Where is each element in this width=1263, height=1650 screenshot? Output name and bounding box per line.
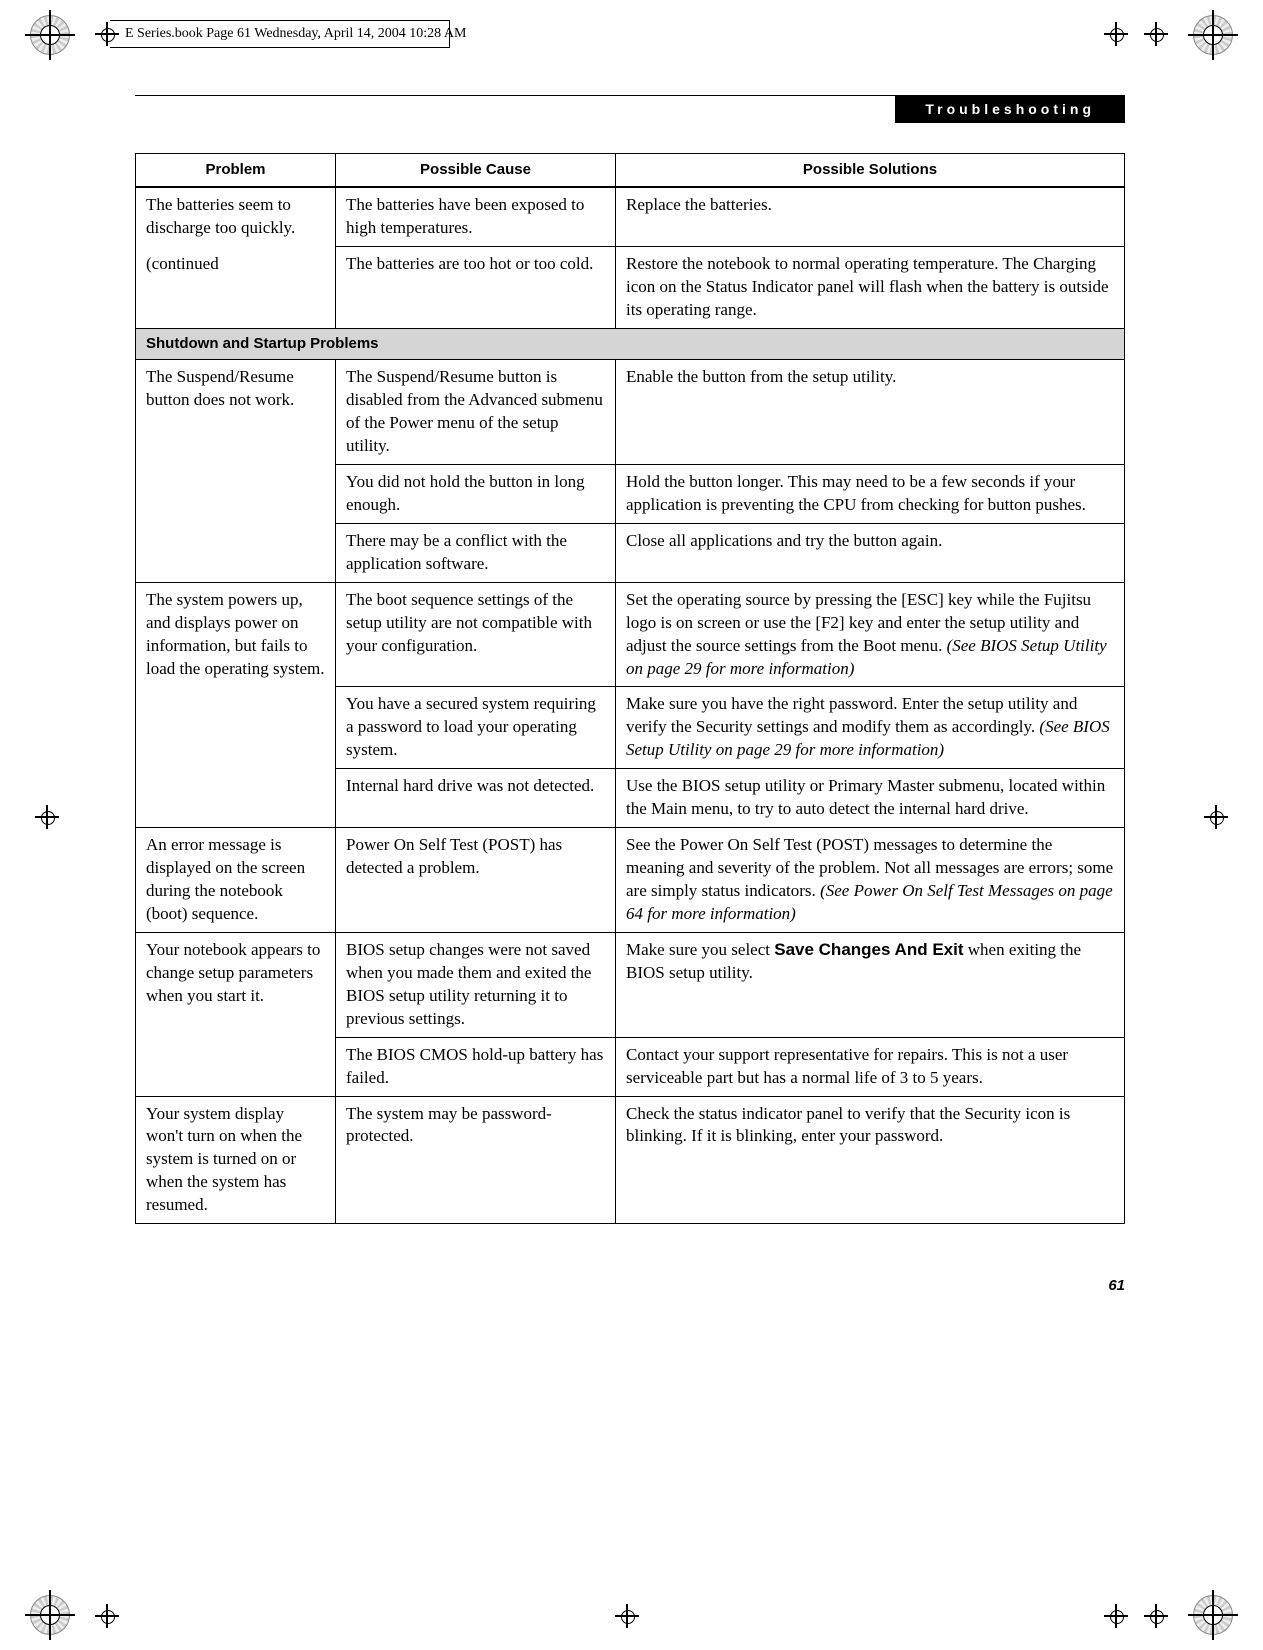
cell-problem: The batteries seem to discharge too quic… xyxy=(136,187,336,246)
cell-solution: Contact your support representative for … xyxy=(616,1037,1125,1096)
cell-cause: You did not hold the button in long enou… xyxy=(336,464,616,523)
cell-cause: The batteries are too hot or too cold. xyxy=(336,247,616,329)
cell-cause: The Suspend/Resume button is disabled fr… xyxy=(336,360,616,465)
cell-problem: The system powers up, and displays power… xyxy=(136,582,336,827)
table-header-row: Problem Possible Cause Possible Solution… xyxy=(136,154,1125,188)
crop-target xyxy=(1144,1604,1168,1628)
col-header-solutions: Possible Solutions xyxy=(616,154,1125,188)
cell-solution: Enable the button from the setup utility… xyxy=(616,360,1125,465)
crop-target xyxy=(35,805,59,829)
table-row: The Suspend/Resume button does not work.… xyxy=(136,360,1125,465)
section-heading: Shutdown and Startup Problems xyxy=(136,328,1125,359)
solution-bold: Save Changes And Exit xyxy=(774,940,963,959)
solution-text: Make sure you have the right password. E… xyxy=(626,694,1077,736)
crop-target xyxy=(1104,22,1128,46)
registration-mark-tl xyxy=(30,15,70,55)
table-row: An error message is displayed on the scr… xyxy=(136,828,1125,933)
crop-target xyxy=(95,1604,119,1628)
table-section-row: Shutdown and Startup Problems xyxy=(136,328,1125,359)
page-number: 61 xyxy=(1108,1277,1125,1294)
cell-cause: Power On Self Test (POST) has detected a… xyxy=(336,828,616,933)
cell-cause: The batteries have been exposed to high … xyxy=(336,187,616,246)
section-tab: Troubleshooting xyxy=(895,95,1125,123)
col-header-problem: Problem xyxy=(136,154,336,188)
cell-problem: An error message is displayed on the scr… xyxy=(136,828,336,933)
page-content: Troubleshooting Problem Possible Cause P… xyxy=(135,95,1125,1224)
cell-solution: Check the status indicator panel to veri… xyxy=(616,1096,1125,1224)
cell-solution: Close all applications and try the butto… xyxy=(616,523,1125,582)
cell-cause: The BIOS CMOS hold-up battery has failed… xyxy=(336,1037,616,1096)
cell-problem: The Suspend/Resume button does not work. xyxy=(136,360,336,583)
cell-cause: You have a secured system requiring a pa… xyxy=(336,687,616,769)
cell-problem: Your notebook appears to change setup pa… xyxy=(136,932,336,1096)
troubleshooting-table: Problem Possible Cause Possible Solution… xyxy=(135,153,1125,1224)
page-header-text: E Series.book Page 61 Wednesday, April 1… xyxy=(125,26,466,42)
crop-target xyxy=(615,1604,639,1628)
cell-solution: Restore the notebook to normal operating… xyxy=(616,247,1125,329)
cell-cause: Internal hard drive was not detected. xyxy=(336,769,616,828)
registration-mark-br xyxy=(1193,1595,1233,1635)
cell-cause: The system may be password-protected. xyxy=(336,1096,616,1224)
crop-target xyxy=(1144,22,1168,46)
solution-text: Make sure you select xyxy=(626,940,774,959)
cell-solution: Use the BIOS setup utility or Primary Ma… xyxy=(616,769,1125,828)
table-row: The system powers up, and displays power… xyxy=(136,582,1125,687)
table-row: Your system display won't turn on when t… xyxy=(136,1096,1125,1224)
cell-solution: Replace the batteries. xyxy=(616,187,1125,246)
registration-mark-tr xyxy=(1193,15,1233,55)
cell-solution: Make sure you have the right password. E… xyxy=(616,687,1125,769)
crop-target xyxy=(1204,805,1228,829)
table-row: (continued The batteries are too hot or … xyxy=(136,247,1125,329)
crop-target xyxy=(1104,1604,1128,1628)
table-row: The batteries seem to discharge too quic… xyxy=(136,187,1125,246)
cell-solution: Hold the button longer. This may need to… xyxy=(616,464,1125,523)
cell-solution: Make sure you select Save Changes And Ex… xyxy=(616,932,1125,1037)
cell-cause: There may be a conflict with the applica… xyxy=(336,523,616,582)
cell-cause: BIOS setup changes were not saved when y… xyxy=(336,932,616,1037)
cell-problem-cont: (continued xyxy=(136,247,336,329)
cell-solution: Set the operating source by pressing the… xyxy=(616,582,1125,687)
cell-cause: The boot sequence settings of the setup … xyxy=(336,582,616,687)
problem-text: The batteries seem to discharge too quic… xyxy=(146,195,295,237)
cell-solution: See the Power On Self Test (POST) messag… xyxy=(616,828,1125,933)
col-header-cause: Possible Cause xyxy=(336,154,616,188)
table-row: Your notebook appears to change setup pa… xyxy=(136,932,1125,1037)
registration-mark-bl xyxy=(30,1595,70,1635)
cell-problem: Your system display won't turn on when t… xyxy=(136,1096,336,1224)
